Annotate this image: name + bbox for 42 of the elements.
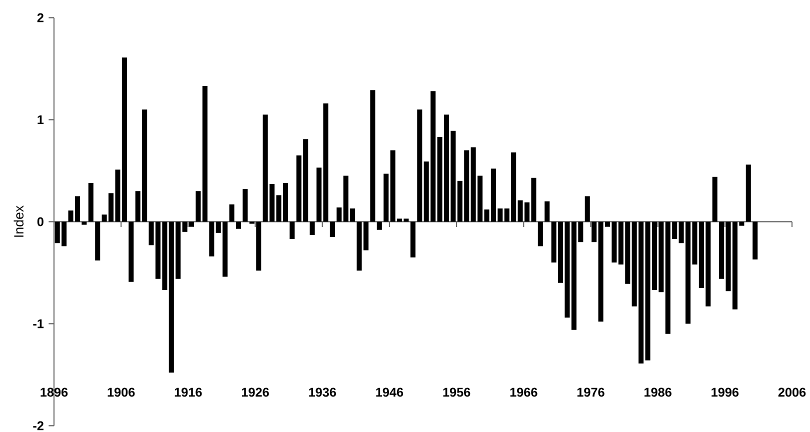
- x-tick-label: 1956: [443, 388, 470, 397]
- x-tick-label: 2006: [778, 388, 806, 397]
- bar: [290, 222, 295, 240]
- bar: [417, 110, 422, 222]
- x-tick-label: 1996: [712, 388, 739, 397]
- bar: [310, 222, 315, 235]
- bar: [236, 222, 242, 229]
- bar: [242, 189, 248, 222]
- bar: [336, 207, 342, 222]
- bar: [384, 174, 389, 222]
- bar: [330, 222, 335, 238]
- x-tick-label: 1986: [644, 388, 672, 397]
- bar: [410, 222, 416, 258]
- bar: [88, 182, 94, 222]
- x-tick-label: 1936: [309, 388, 336, 397]
- y-tick-label: 1: [38, 115, 44, 124]
- bar: [82, 222, 87, 225]
- bar: [544, 201, 550, 222]
- bar: [128, 222, 134, 282]
- bar: [229, 204, 234, 222]
- bar: [712, 176, 718, 222]
- y-tick-label: -1: [33, 319, 44, 328]
- bar: [719, 222, 724, 279]
- bar: [538, 222, 543, 246]
- y-axis-title: Index: [14, 206, 24, 237]
- bar: [584, 196, 590, 222]
- x-tick-label: 1926: [242, 388, 269, 397]
- bar: [746, 164, 751, 222]
- x-tick-label: 1966: [510, 388, 538, 397]
- bar: [95, 222, 100, 260]
- y-tick-label: 2: [37, 13, 44, 22]
- x-tick-label: 1946: [376, 388, 404, 397]
- bar: [370, 90, 376, 222]
- bar: [376, 222, 382, 230]
- bar: [209, 222, 214, 256]
- y-tick-label: 0: [37, 217, 44, 226]
- bar: [752, 222, 758, 260]
- x-tick-label: 1976: [577, 388, 604, 397]
- x-tick-label: 1906: [108, 388, 135, 397]
- y-tick-label: -2: [33, 421, 44, 430]
- bar: [592, 222, 597, 242]
- x-tick-label: 1916: [174, 388, 202, 397]
